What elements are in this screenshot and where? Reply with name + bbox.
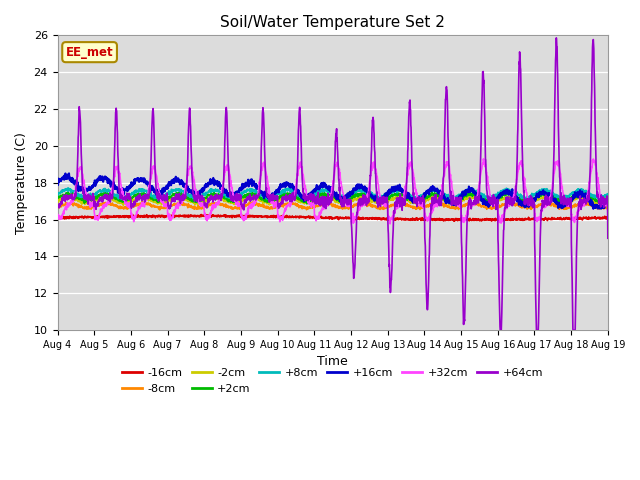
-8cm bbox=[556, 206, 563, 212]
-16cm bbox=[361, 216, 369, 221]
+2cm bbox=[303, 201, 310, 207]
Line: -8cm: -8cm bbox=[58, 202, 608, 210]
-2cm bbox=[172, 192, 180, 198]
+2cm bbox=[207, 190, 215, 196]
+16cm bbox=[493, 197, 500, 203]
-16cm bbox=[604, 216, 612, 221]
+2cm bbox=[556, 197, 563, 203]
+64cm bbox=[493, 197, 500, 203]
Text: EE_met: EE_met bbox=[66, 46, 113, 59]
+2cm bbox=[571, 194, 579, 200]
+16cm bbox=[349, 189, 356, 194]
-8cm bbox=[349, 204, 356, 210]
+32cm bbox=[387, 221, 394, 227]
Line: -16cm: -16cm bbox=[58, 215, 608, 221]
+2cm bbox=[361, 191, 369, 196]
+8cm bbox=[54, 192, 61, 198]
+2cm bbox=[604, 196, 612, 202]
-2cm bbox=[571, 196, 579, 202]
+32cm bbox=[349, 214, 356, 220]
-2cm bbox=[361, 195, 369, 201]
+8cm bbox=[556, 194, 563, 200]
-8cm bbox=[54, 203, 61, 209]
-2cm bbox=[604, 198, 612, 204]
+16cm bbox=[54, 180, 61, 186]
+16cm bbox=[571, 194, 579, 200]
-8cm bbox=[571, 203, 579, 208]
-2cm bbox=[556, 200, 563, 205]
+8cm bbox=[493, 192, 500, 198]
+64cm bbox=[497, 327, 504, 333]
+32cm bbox=[479, 156, 487, 162]
-16cm bbox=[493, 216, 500, 222]
+64cm bbox=[207, 194, 215, 200]
Line: +8cm: +8cm bbox=[58, 188, 608, 200]
+8cm bbox=[302, 197, 310, 203]
+8cm bbox=[207, 188, 215, 193]
-8cm bbox=[138, 199, 146, 204]
Title: Soil/Water Temperature Set 2: Soil/Water Temperature Set 2 bbox=[220, 15, 445, 30]
+64cm bbox=[360, 199, 368, 205]
+32cm bbox=[571, 218, 579, 224]
+64cm bbox=[552, 35, 560, 41]
Line: +2cm: +2cm bbox=[58, 192, 608, 204]
Line: +16cm: +16cm bbox=[58, 173, 608, 209]
+2cm bbox=[493, 195, 500, 201]
Legend: -16cm, -8cm, -2cm, +2cm, +8cm, +16cm, +32cm, +64cm: -16cm, -8cm, -2cm, +2cm, +8cm, +16cm, +3… bbox=[118, 364, 548, 398]
+8cm bbox=[571, 189, 579, 194]
-8cm bbox=[493, 204, 500, 209]
+64cm bbox=[571, 327, 579, 333]
+64cm bbox=[54, 201, 61, 206]
+16cm bbox=[604, 197, 612, 203]
-16cm bbox=[197, 212, 205, 217]
-16cm bbox=[54, 214, 61, 220]
-2cm bbox=[54, 198, 61, 204]
-2cm bbox=[120, 203, 127, 208]
-8cm bbox=[361, 201, 369, 207]
+8cm bbox=[65, 185, 72, 191]
+32cm bbox=[604, 210, 612, 216]
+2cm bbox=[349, 193, 356, 199]
Line: +64cm: +64cm bbox=[58, 38, 608, 330]
Line: +32cm: +32cm bbox=[58, 159, 608, 224]
+16cm bbox=[361, 183, 369, 189]
+64cm bbox=[556, 174, 563, 180]
-2cm bbox=[493, 199, 500, 204]
-16cm bbox=[571, 216, 579, 221]
-16cm bbox=[450, 218, 458, 224]
X-axis label: Time: Time bbox=[317, 355, 348, 369]
-2cm bbox=[207, 195, 215, 201]
+8cm bbox=[361, 189, 369, 194]
-16cm bbox=[556, 215, 563, 221]
+2cm bbox=[54, 194, 61, 200]
+16cm bbox=[589, 206, 597, 212]
+32cm bbox=[360, 201, 368, 206]
+32cm bbox=[54, 212, 61, 217]
+32cm bbox=[207, 208, 215, 214]
+16cm bbox=[556, 200, 563, 205]
-8cm bbox=[156, 207, 164, 213]
+8cm bbox=[604, 192, 612, 197]
Y-axis label: Temperature (C): Temperature (C) bbox=[15, 132, 28, 234]
+64cm bbox=[604, 235, 612, 241]
-8cm bbox=[207, 201, 215, 206]
-16cm bbox=[349, 216, 356, 221]
+32cm bbox=[556, 168, 563, 173]
Line: -2cm: -2cm bbox=[58, 195, 608, 205]
+32cm bbox=[493, 199, 500, 205]
-8cm bbox=[604, 203, 612, 209]
+2cm bbox=[540, 189, 547, 195]
+64cm bbox=[349, 244, 356, 250]
+8cm bbox=[349, 190, 356, 196]
-16cm bbox=[207, 214, 215, 220]
-2cm bbox=[349, 198, 356, 204]
+16cm bbox=[207, 179, 215, 185]
+16cm bbox=[65, 170, 73, 176]
